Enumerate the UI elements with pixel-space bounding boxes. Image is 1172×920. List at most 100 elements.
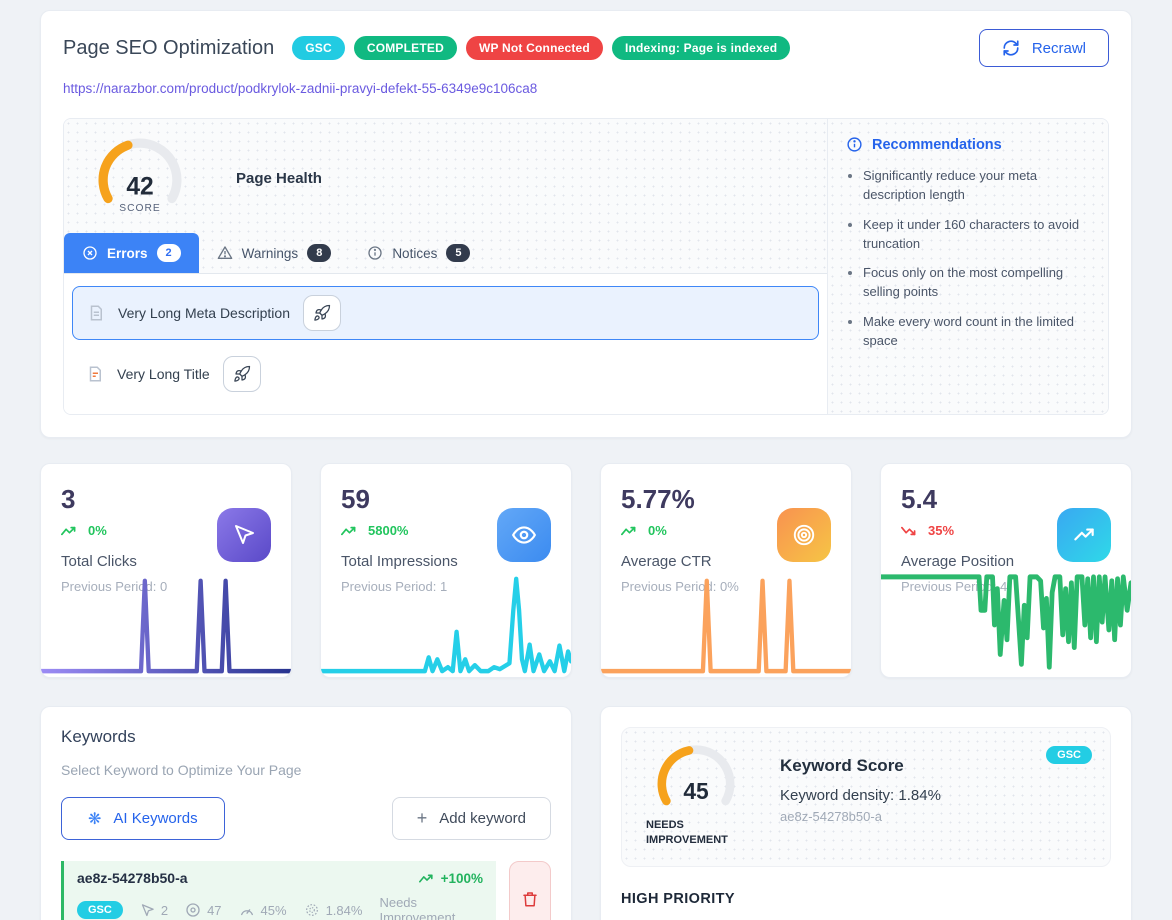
metric-change: 0% [648, 523, 667, 538]
keyword-score-panel: 45 NEEDS IMPROVEMENT Keyword Score Keywo… [621, 727, 1111, 867]
info-icon [846, 136, 863, 153]
error-item-title[interactable]: Very Long Title [72, 350, 819, 398]
keywords-title: Keywords [61, 727, 136, 746]
refresh-icon [1002, 39, 1020, 57]
fix-with-ai-button[interactable] [222, 356, 261, 392]
metric-label: Average Position [901, 553, 1015, 570]
eye-icon [186, 903, 200, 917]
tab-warnings[interactable]: Warnings 8 [199, 233, 350, 273]
keyword-name: ae8z-54278b50-a [77, 870, 188, 886]
recrawl-button[interactable]: Recrawl [978, 29, 1109, 67]
keyword-row: ae8z-54278b50-a +100% GSC 2 [61, 861, 551, 920]
metric-value: 3 [61, 484, 76, 514]
ai-keywords-label: AI Keywords [113, 810, 198, 827]
health-score-caption: SCORE [119, 203, 161, 214]
gsc-badge: GSC [292, 36, 345, 60]
metric-previous: Previous Period: 0 [61, 579, 168, 594]
plus-icon: + [416, 808, 428, 828]
trend-chart-icon [1057, 508, 1111, 562]
metric-previous: Previous Period: 1 [341, 579, 448, 594]
average-ctr-card: 5.77% 0% Average CTR Previous Period: 0% [600, 463, 852, 678]
metric-value: 59 [341, 484, 370, 514]
keyword-ctr: 45% [239, 903, 287, 918]
metric-label: Total Impressions [341, 553, 458, 570]
errors-panel: Very Long Meta Description [64, 274, 827, 414]
wp-not-connected-badge: WP Not Connected [465, 36, 603, 60]
high-priority-label: HIGH PRIORITY [621, 890, 735, 907]
eye-icon [497, 508, 551, 562]
keyword-score-status: NEEDS IMPROVEMENT [646, 819, 728, 846]
notices-count-badge: 5 [446, 244, 471, 262]
keywords-list: ae8z-54278b50-a +100% GSC 2 [61, 861, 551, 920]
warnings-count-badge: 8 [307, 244, 332, 262]
ai-keywords-button[interactable]: ❋ AI Keywords [61, 797, 225, 840]
keyword-density: 1.84% [304, 902, 362, 918]
trend-up-icon [418, 874, 433, 882]
total-impressions-card: 59 5800% Total Impressions Previous Peri… [320, 463, 572, 678]
rocket-icon [233, 365, 250, 382]
tab-notices[interactable]: Notices 5 [349, 233, 488, 273]
status-badges: GSC COMPLETED WP Not Connected Indexing:… [292, 36, 791, 60]
document-icon [87, 304, 105, 322]
position-sparkline [881, 574, 1131, 670]
metric-change: 35% [928, 523, 955, 538]
page-health-title: Page Health [236, 169, 322, 187]
keyword-score-value: 45 [683, 778, 709, 804]
cursor-icon [141, 903, 154, 916]
cursor-icon [217, 508, 271, 562]
tab-errors[interactable]: Errors 2 [64, 233, 199, 273]
fix-with-ai-button[interactable] [302, 295, 341, 331]
tab-errors-label: Errors [107, 245, 148, 261]
add-keyword-label: Add keyword [439, 810, 526, 827]
gsc-badge: GSC [1046, 746, 1092, 764]
issue-tabs: Errors 2 Warnings 8 [64, 227, 827, 274]
keyword-score-keyword: ae8z-54278b50-a [780, 809, 882, 824]
recommendation-item: Significantly reduce your meta descripti… [863, 167, 1090, 205]
trash-icon [523, 891, 537, 906]
keyword-impressions: 47 [185, 902, 222, 918]
tab-warnings-label: Warnings [241, 245, 299, 261]
keyword-score-title: Keyword Score [780, 756, 904, 775]
trend-down-icon [901, 526, 916, 535]
target-icon [777, 508, 831, 562]
keyword-score-card: 45 NEEDS IMPROVEMENT Keyword Score Keywo… [600, 706, 1132, 920]
clicks-sparkline [41, 578, 291, 674]
page-url-link[interactable]: https://narazbor.com/product/podkrylok-z… [63, 81, 538, 96]
error-item-meta-description[interactable]: Very Long Meta Description [72, 286, 819, 340]
health-score-value: 42 [126, 173, 153, 200]
document-edit-icon [86, 365, 104, 383]
metric-value: 5.4 [901, 484, 938, 514]
rocket-icon [314, 304, 331, 321]
metrics-row: 3 0% Total Clicks Previous Period: 0 59 … [40, 463, 1132, 678]
recommendations-title: Recommendations [872, 136, 1002, 153]
add-keyword-button[interactable]: + Add keyword [391, 797, 551, 840]
warning-triangle-icon [217, 245, 233, 261]
page-title: Page SEO Optimization [63, 36, 275, 59]
metric-label: Average CTR [621, 553, 712, 570]
indexing-badge: Indexing: Page is indexed [611, 36, 791, 60]
metric-value: 5.77% [621, 484, 695, 514]
page-seo-card: Page SEO Optimization GSC COMPLETED WP N… [40, 10, 1132, 438]
delete-keyword-button[interactable] [509, 861, 551, 920]
ai-icon: ❋ [88, 810, 102, 828]
keyword-score-gauge: 45 [657, 745, 735, 806]
recommendation-item: Focus only on the most compelling sellin… [863, 264, 1090, 302]
info-circle-icon [367, 245, 383, 261]
keyword-status: Needs Improvement [379, 895, 456, 920]
recommendations-list: Significantly reduce your meta descripti… [863, 167, 1090, 351]
keywords-card: Keywords Select Keyword to Optimize Your… [40, 706, 572, 920]
recrawl-label: Recrawl [1031, 39, 1086, 57]
trend-up-icon [61, 526, 76, 535]
recommendation-item: Make every word count in the limited spa… [863, 313, 1090, 351]
errors-count-badge: 2 [156, 244, 181, 262]
keyword-item-selected[interactable]: ae8z-54278b50-a +100% GSC 2 [61, 861, 496, 920]
page-health-gauge: 42 SCORE [98, 138, 182, 214]
recommendations-panel: Recommendations Significantly reduce you… [827, 119, 1108, 414]
gauge-icon [240, 908, 253, 915]
error-item-label: Very Long Meta Description [118, 305, 290, 321]
impressions-sparkline [321, 576, 571, 674]
completed-badge: COMPLETED [353, 36, 457, 60]
trend-up-icon [341, 526, 356, 535]
keyword-change: +100% [440, 870, 483, 886]
